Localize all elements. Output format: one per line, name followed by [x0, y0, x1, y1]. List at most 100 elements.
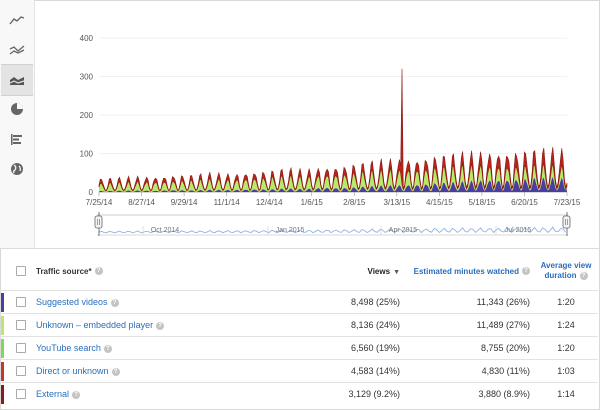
table-row[interactable]: Suggested videos? 8,498 (25%) 11,343 (26%)…: [0, 290, 598, 314]
y-tick-label: 100: [80, 150, 94, 159]
table-row[interactable]: External? 3,129 (9.2%) 3,880 (8.9%) 1:14: [0, 382, 598, 405]
traffic-source-link[interactable]: Unknown – embedded player: [36, 320, 154, 330]
x-tick-label: 2/8/15: [343, 198, 366, 207]
y-tick-label: 200: [80, 111, 94, 120]
row-checkbox[interactable]: [16, 297, 26, 307]
x-tick-label: 7/23/15: [554, 198, 581, 207]
stacked-area-chart-icon: [9, 77, 25, 85]
traffic-source-link[interactable]: External: [36, 389, 70, 399]
x-tick-label: 7/25/14: [86, 198, 113, 207]
x-tick-label: 1/6/15: [301, 198, 324, 207]
navigator-label: Oct 2014: [151, 227, 180, 234]
navigator-handle-right[interactable]: [562, 212, 571, 236]
views-percent: (24%): [375, 320, 400, 330]
sort-desc-icon[interactable]: ▼: [393, 268, 400, 276]
navigator-line: [98, 226, 567, 234]
map-view-button[interactable]: [1, 154, 33, 184]
traffic-source-link[interactable]: YouTube search: [36, 343, 101, 353]
traffic-source-link[interactable]: Suggested videos: [36, 297, 108, 307]
row-checkbox[interactable]: [16, 343, 26, 353]
stacked-area-chart-button[interactable]: [1, 64, 33, 96]
x-tick-label: 9/29/14: [171, 198, 198, 207]
traffic-chart: 0 100 200 300 400 7/25/14 8/27/14 9/29/14 11/1/…: [80, 34, 581, 236]
minutes-percent: (8.9%): [503, 389, 530, 399]
y-tick-label: 300: [80, 73, 94, 82]
avg-duration-value: 1:20: [557, 343, 575, 353]
views-percent: (19%): [375, 343, 400, 353]
help-icon[interactable]: ?: [110, 298, 119, 307]
minutes-percent: (27%): [505, 320, 530, 330]
area-direct-or-unknown: [98, 68, 568, 192]
chart-type-sidebar: [0, 0, 35, 248]
x-tick-label: 3/13/15: [383, 198, 410, 207]
header-traffic-source[interactable]: Traffic source*: [36, 266, 92, 276]
views-percent: (25%): [375, 297, 400, 307]
pie-chart-icon: [11, 103, 23, 115]
row-checkbox[interactable]: [16, 320, 26, 330]
x-tick-label: 12/4/14: [256, 198, 283, 207]
traffic-source-link[interactable]: Direct or unknown: [36, 366, 109, 376]
header-average-view-duration[interactable]: Average view duration: [540, 261, 592, 280]
table-row[interactable]: Direct or unknown? 4,583 (14%) 4,830 (11%)…: [0, 359, 598, 383]
views-percent: (9.2%): [373, 389, 400, 399]
views-value: 8,498: [350, 297, 374, 307]
header-minutes-watched[interactable]: Estimated minutes watched: [413, 266, 519, 276]
series-color-bar: [1, 338, 4, 358]
help-icon[interactable]: ?: [72, 390, 81, 399]
row-checkbox[interactable]: [16, 366, 26, 376]
x-tick-label: 4/15/15: [426, 198, 453, 207]
navigator-handle-left[interactable]: [94, 212, 103, 236]
series-color-bar: [1, 315, 4, 335]
series-color-bar: [1, 292, 4, 312]
minutes-value: 11,489: [476, 320, 504, 330]
help-icon[interactable]: ?: [522, 267, 530, 276]
views-value: 8,136: [350, 320, 374, 330]
avg-duration-value: 1:24: [557, 320, 575, 330]
minutes-value: 8,755: [480, 343, 504, 353]
area-suggested-videos: [99, 176, 567, 192]
help-icon[interactable]: ?: [579, 271, 588, 280]
traffic-source-table: Traffic source*? Views ▼ Estimated minute…: [0, 252, 598, 405]
table-header-row: Traffic source*? Views ▼ Estimated minute…: [0, 252, 598, 291]
help-icon[interactable]: ?: [156, 321, 165, 330]
line-chart-button[interactable]: [1, 5, 33, 35]
navigator-label: Apr 2015: [389, 227, 418, 234]
avg-duration-value: 1:20: [557, 297, 575, 307]
minutes-percent: (26%): [505, 297, 530, 307]
x-tick-label: 11/1/14: [214, 198, 241, 207]
line-chart-icon: [9, 16, 25, 25]
navigator-label: Jan 2015: [276, 227, 305, 234]
y-tick-label: 0: [89, 188, 94, 197]
row-checkbox[interactable]: [16, 389, 26, 399]
select-all-checkbox[interactable]: [16, 266, 26, 276]
table-row[interactable]: YouTube search? 6,560 (19%) 8,755 (20%) 1:2…: [0, 336, 598, 360]
section-divider: [0, 248, 600, 249]
series-color-bar: [1, 361, 4, 381]
x-tick-label: 6/20/15: [511, 198, 538, 207]
multi-line-chart-icon: [9, 45, 25, 55]
views-value: 3,129: [348, 389, 371, 399]
table-row[interactable]: Unknown – embedded player? 8,136 (24%) 11,…: [0, 313, 598, 337]
avg-duration-value: 1:03: [557, 366, 575, 376]
help-icon[interactable]: ?: [103, 344, 112, 353]
minutes-value: 11,343: [476, 297, 504, 307]
minutes-value: 3,880: [478, 389, 501, 399]
avg-duration-value: 1:14: [557, 389, 575, 399]
x-tick-label: 5/18/15: [469, 198, 496, 207]
series-color-bar: [1, 384, 4, 404]
minutes-percent: (20%): [505, 343, 530, 353]
bar-chart-button[interactable]: [1, 124, 33, 154]
header-views[interactable]: Views: [367, 266, 391, 276]
help-icon[interactable]: ?: [94, 267, 103, 276]
pie-chart-button[interactable]: [1, 94, 33, 124]
multi-line-chart-button[interactable]: [1, 35, 33, 65]
views-value: 6,560: [350, 343, 374, 353]
globe-icon: [11, 163, 23, 175]
help-icon[interactable]: ?: [111, 367, 120, 376]
bar-chart-icon: [11, 133, 22, 145]
views-percent: (14%): [375, 366, 400, 376]
minutes-percent: (11%): [506, 366, 530, 376]
y-tick-label: 400: [80, 34, 94, 43]
x-tick-label: 8/27/14: [128, 198, 155, 207]
views-value: 4,583: [350, 366, 374, 376]
